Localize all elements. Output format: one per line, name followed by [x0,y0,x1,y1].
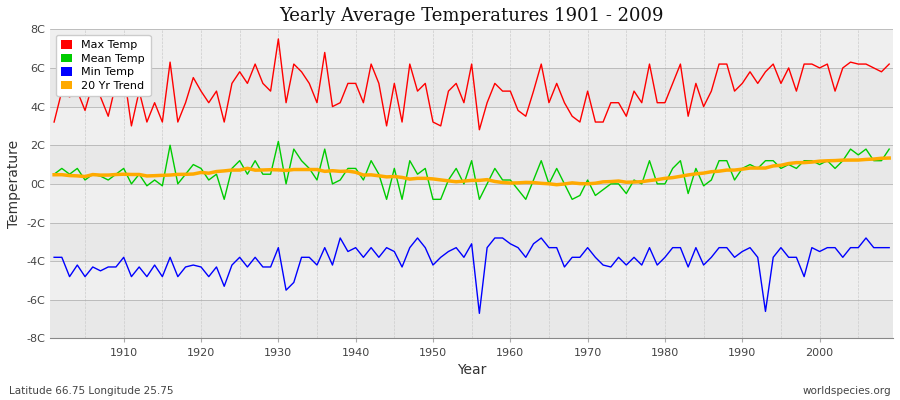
Bar [50,222,893,261]
Bar [50,145,893,184]
Legend: Max Temp, Mean Temp, Min Temp, 20 Yr Trend: Max Temp, Mean Temp, Min Temp, 20 Yr Tre… [56,35,150,96]
Bar [50,106,893,145]
Y-axis label: Temperature: Temperature [7,140,21,228]
Text: worldspecies.org: worldspecies.org [803,386,891,396]
Text: Latitude 66.75 Longitude 25.75: Latitude 66.75 Longitude 25.75 [9,386,174,396]
Bar [50,300,893,338]
Bar [50,261,893,300]
Title: Yearly Average Temperatures 1901 - 2009: Yearly Average Temperatures 1901 - 2009 [279,7,664,25]
Bar [50,29,893,68]
Bar [50,68,893,106]
X-axis label: Year: Year [457,363,486,377]
Bar [50,184,893,222]
